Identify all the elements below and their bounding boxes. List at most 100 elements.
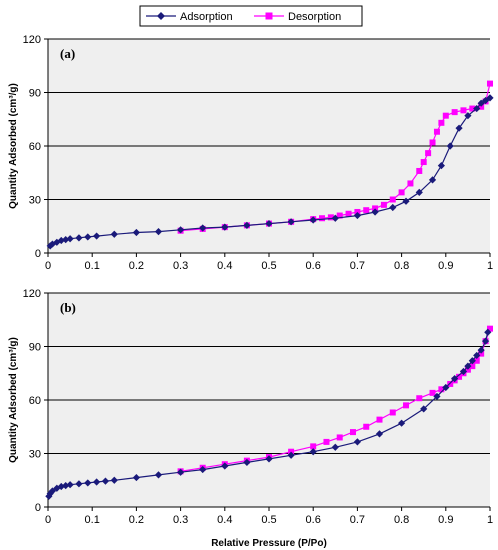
desorption-point-a-16 [398, 189, 405, 196]
adsorption-point-b-15 [199, 465, 207, 474]
desorption-point-b-6 [310, 443, 317, 450]
adsorption-point-a-21 [371, 208, 379, 216]
adsorption-point-a-13 [199, 224, 207, 232]
desorption-point-a-14 [380, 201, 387, 208]
y-axis-title-a: Quantity Adsorbed (cm³/g) [8, 83, 19, 209]
adsorption-point-b-4 [57, 482, 65, 491]
adsorption-point-a-25 [428, 176, 437, 184]
adsorption-point-b-17 [243, 458, 251, 467]
desorption-point-b-23 [473, 357, 480, 364]
desorption-point-b-15 [429, 389, 436, 396]
x-tick-label-a-0.2: 0.2 [129, 260, 144, 272]
x-tick-label-b-0.1: 0.1 [85, 514, 100, 526]
legend-adsorption-marker [157, 12, 165, 20]
desorption-point-b-7 [323, 438, 330, 445]
adsorption-point-b-8 [84, 479, 92, 487]
desorption-point-a-15 [389, 196, 396, 203]
desorption-point-a-17 [407, 180, 414, 187]
x-tick-label-b-0.9: 0.9 [438, 514, 453, 526]
adsorption-point-b-5 [62, 482, 70, 490]
y-tick-label-a-90: 90 [29, 88, 41, 100]
adsorption-point-b-29 [459, 367, 468, 376]
adsorption-line-a [49, 97, 491, 247]
desorption-point-a-7 [319, 215, 326, 222]
adsorption-point-b-3 [53, 484, 61, 492]
y-tick-label-b-120: 120 [23, 288, 41, 300]
desorption-point-a-22 [433, 128, 440, 135]
panel-label-b: (b) [60, 300, 76, 315]
adsorption-point-a-9 [110, 230, 118, 238]
adsorption-point-b-31 [468, 357, 476, 365]
adsorption-point-b-30 [464, 362, 472, 370]
adsorption-point-a-7 [84, 233, 92, 241]
desorption-point-b-9 [349, 429, 356, 436]
adsorption-point-a-8 [93, 232, 101, 240]
desorption-point-a-24 [442, 112, 449, 119]
adsorption-point-b-6 [66, 481, 74, 489]
x-tick-label-a-0.8: 0.8 [394, 260, 409, 272]
adsorption-point-a-18 [309, 216, 317, 224]
adsorption-point-b-11 [110, 476, 118, 484]
adsorption-point-b-22 [353, 438, 361, 446]
adsorption-point-a-0 [46, 242, 54, 250]
x-tick-label-a-0.9: 0.9 [438, 260, 453, 272]
legend-adsorption-label: Adsorption [180, 11, 233, 23]
adsorption-point-b-9 [93, 478, 101, 486]
x-tick-label-b-0.7: 0.7 [350, 514, 365, 526]
x-tick-label-a-0.3: 0.3 [173, 260, 188, 272]
adsorption-point-b-13 [154, 471, 163, 479]
legend-desorption-label: Desorption [288, 11, 341, 23]
legend-desorption-marker [265, 12, 273, 20]
desorption-point-a-8 [327, 214, 334, 221]
adsorption-point-b-2 [48, 487, 57, 495]
x-tick-label-b-1: 1 [487, 514, 493, 526]
y-tick-label-b-30: 30 [29, 449, 41, 461]
x-tick-label-a-0.5: 0.5 [261, 260, 276, 272]
x-tick-label-a-0.7: 0.7 [350, 260, 365, 272]
adsorption-point-b-28 [451, 375, 459, 383]
desorption-point-b-10 [363, 423, 370, 430]
desorption-point-a-9 [336, 212, 343, 219]
desorption-point-a-30 [487, 80, 493, 87]
x-tick-label-a-0.4: 0.4 [217, 260, 232, 272]
adsorption-point-b-7 [75, 480, 83, 488]
adsorption-point-b-24 [398, 419, 406, 427]
desorption-point-b-14 [416, 395, 423, 402]
adsorption-point-a-5 [66, 235, 74, 243]
desorption-point-b-8 [336, 434, 343, 441]
adsorption-point-b-12 [132, 473, 140, 482]
y-tick-label-a-30: 30 [29, 195, 41, 207]
adsorption-point-b-19 [287, 451, 295, 459]
adsorption-point-b-21 [331, 443, 339, 451]
adsorption-point-b-34 [481, 337, 490, 345]
legend-frame [139, 5, 363, 27]
adsorption-point-a-32 [481, 96, 490, 105]
adsorption-point-a-6 [75, 234, 83, 242]
desorption-point-a-21 [429, 139, 436, 146]
adsorption-point-a-10 [132, 228, 140, 237]
y-tick-label-b-90: 90 [29, 342, 41, 354]
x-tick-label-a-0: 0 [45, 260, 51, 272]
x-tick-label-b-0.8: 0.8 [394, 514, 409, 526]
desorption-point-a-10 [345, 210, 352, 217]
x-tick-label-b-0.2: 0.2 [129, 514, 144, 526]
y-axis-title-b: Quantity Adsorbed (cm³/g) [8, 337, 19, 463]
adsorption-point-a-16 [265, 219, 273, 228]
desorption-point-b-11 [376, 416, 383, 423]
desorption-point-a-26 [460, 107, 467, 114]
desorption-point-a-25 [451, 109, 458, 116]
adsorption-point-a-20 [353, 211, 361, 220]
adsorption-point-a-22 [389, 203, 397, 212]
desorption-point-a-12 [363, 207, 370, 214]
adsorption-point-a-19 [331, 214, 339, 222]
adsorption-point-b-18 [265, 455, 273, 463]
adsorption-point-a-24 [415, 188, 423, 196]
adsorption-point-a-17 [287, 218, 295, 226]
x-tick-label-a-0.6: 0.6 [306, 260, 321, 272]
desorption-point-b-26 [487, 325, 493, 332]
adsorption-point-a-33 [486, 94, 494, 102]
legend: Adsorption Desorption [139, 5, 363, 27]
